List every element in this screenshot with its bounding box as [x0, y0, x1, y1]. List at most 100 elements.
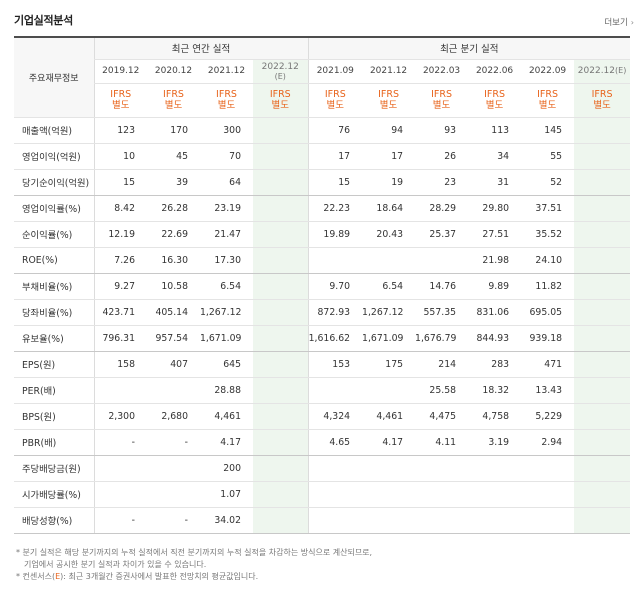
value-cell: 872.93: [307, 299, 363, 326]
value-cell: 4.11: [415, 429, 469, 456]
value-cell: [253, 351, 309, 378]
value-cell: 8.42: [93, 195, 147, 222]
value-cell: [253, 377, 309, 404]
value-cell: 113: [468, 117, 522, 144]
value-cell: [253, 481, 309, 508]
value-cell: 21.47: [200, 221, 253, 248]
ifrs-label: IFRS: [537, 89, 558, 100]
table-row: PER(배) 28.88 25.58 18.32 13.43: [14, 377, 631, 404]
value-cell: [362, 455, 416, 482]
ifrs-standard-label: IFRS 별도: [200, 83, 253, 118]
value-cell: [253, 143, 309, 170]
value-cell: [253, 169, 309, 196]
value-cell: 4,461: [200, 403, 253, 430]
footnote-2: * 컨센서스(E): 최근 3개월간 증권사에서 발표한 전망치의 평균값입니다…: [16, 571, 626, 583]
ifrs-label: IFRS: [431, 89, 452, 100]
value-cell: [362, 507, 416, 534]
table-row: 영업이익률(%) 8.42 26.28 23.19 22.23 18.64 28.29 29.…: [14, 195, 631, 222]
value-cell: 10: [93, 143, 147, 170]
value-cell: 645: [200, 351, 253, 378]
financial-table: 주요재무정보 최근 연간 실적 최근 분기 실적 2019.12 2020.12 2…: [14, 36, 631, 534]
separate-label: 별도: [271, 100, 290, 111]
value-cell: [574, 221, 631, 248]
row-label: EPS(원): [14, 351, 94, 378]
row-label: 영업이익률(%): [14, 195, 94, 222]
value-cell: [574, 507, 631, 534]
ifrs-standard-label: IFRS 별도: [521, 83, 575, 118]
value-cell: 170: [147, 117, 200, 144]
value-cell: 2,680: [147, 403, 200, 430]
value-cell: 175: [362, 351, 416, 378]
table-row: 순이익률(%) 12.19 22.69 21.47 19.89 20.43 25.37 27.…: [14, 221, 631, 248]
value-cell: 12.19: [93, 221, 147, 248]
value-cell: [253, 455, 309, 482]
table-row: 당기순이익(억원) 15 39 64 15 19 23 31 52: [14, 169, 631, 196]
table-row: 시가배당률(%) 1.07: [14, 481, 631, 508]
value-cell: 557.35: [415, 299, 469, 326]
value-cell: [415, 247, 469, 274]
more-link[interactable]: 더보기 ›: [604, 16, 634, 28]
ifrs-label: IFRS: [378, 89, 399, 100]
value-cell: 939.18: [521, 325, 575, 352]
separate-label: 별도: [432, 100, 451, 111]
value-cell: [574, 403, 631, 430]
row-label: ROE(%): [14, 247, 94, 274]
value-cell: 10.58: [147, 273, 200, 300]
value-cell: 39: [147, 169, 200, 196]
row-label: PER(배): [14, 377, 94, 404]
panel-header: 기업실적분석 더보기 ›: [14, 12, 634, 30]
footnote-1: * 분기 실적은 해당 분기까지의 누적 실적에서 직전 분기까지의 누적 실적…: [16, 548, 373, 557]
value-cell: [415, 507, 469, 534]
value-cell: 76: [307, 117, 363, 144]
value-cell: 26.28: [147, 195, 200, 222]
value-cell: [574, 143, 631, 170]
value-cell: [253, 247, 309, 274]
separate-label: 별도: [485, 100, 504, 111]
estimate-marker: (E): [274, 71, 286, 81]
value-cell: 3.19: [468, 429, 522, 456]
row-label: 배당성향(%): [14, 507, 94, 534]
value-cell: 34.02: [200, 507, 253, 534]
value-cell: 153: [307, 351, 363, 378]
value-cell: [574, 247, 631, 274]
annual-period-header: 2020.12: [147, 59, 200, 84]
value-cell: 7.26: [93, 247, 147, 274]
value-cell: -: [147, 429, 200, 456]
estimate-marker: (E): [615, 66, 627, 75]
value-cell: 45: [147, 143, 200, 170]
value-cell: 9.70: [307, 273, 363, 300]
value-cell: 4.17: [200, 429, 253, 456]
value-cell: 28.29: [415, 195, 469, 222]
value-cell: 25.58: [415, 377, 469, 404]
separate-label: 별도: [217, 100, 236, 111]
ifrs-label: IFRS: [324, 89, 346, 100]
value-cell: [307, 481, 363, 508]
ifrs-standard-label: IFRS 별도: [147, 83, 200, 118]
value-cell: 2,300: [93, 403, 147, 430]
value-cell: [521, 481, 575, 508]
quarter-period-header: 2022.12(E): [574, 59, 631, 84]
value-cell: 1,671.09: [362, 325, 416, 352]
value-cell: 957.54: [147, 325, 200, 352]
separate-label: 별도: [112, 100, 130, 111]
value-cell: 14.76: [415, 273, 469, 300]
panel-title: 기업실적분석: [14, 14, 73, 27]
value-cell: 15: [93, 169, 147, 196]
value-cell: 55: [521, 143, 575, 170]
row-label: 영업이익(억원): [14, 143, 94, 170]
value-cell: 9.89: [468, 273, 522, 300]
table-row: ROE(%) 7.26 16.30 17.30 21.98 24.10: [14, 247, 631, 274]
ifrs-standard-label: IFRS 별도: [307, 83, 363, 118]
standard-header-row: IFRS 별도 IFRS 별도 IFRS 별도 IFRS 별도 IFRS 별도 IFRS 별도 IFRS…: [14, 83, 631, 118]
value-cell: 6.54: [200, 273, 253, 300]
value-cell: 1,616.62: [307, 325, 363, 352]
value-cell: [307, 507, 363, 534]
row-label: BPS(원): [14, 403, 94, 430]
value-cell: 214: [415, 351, 469, 378]
quarter-group-header: 최근 분기 실적: [307, 36, 631, 60]
value-cell: [415, 481, 469, 508]
value-cell: [574, 481, 631, 508]
ifrs-label: IFRS: [110, 89, 132, 100]
value-cell: 4,324: [307, 403, 363, 430]
